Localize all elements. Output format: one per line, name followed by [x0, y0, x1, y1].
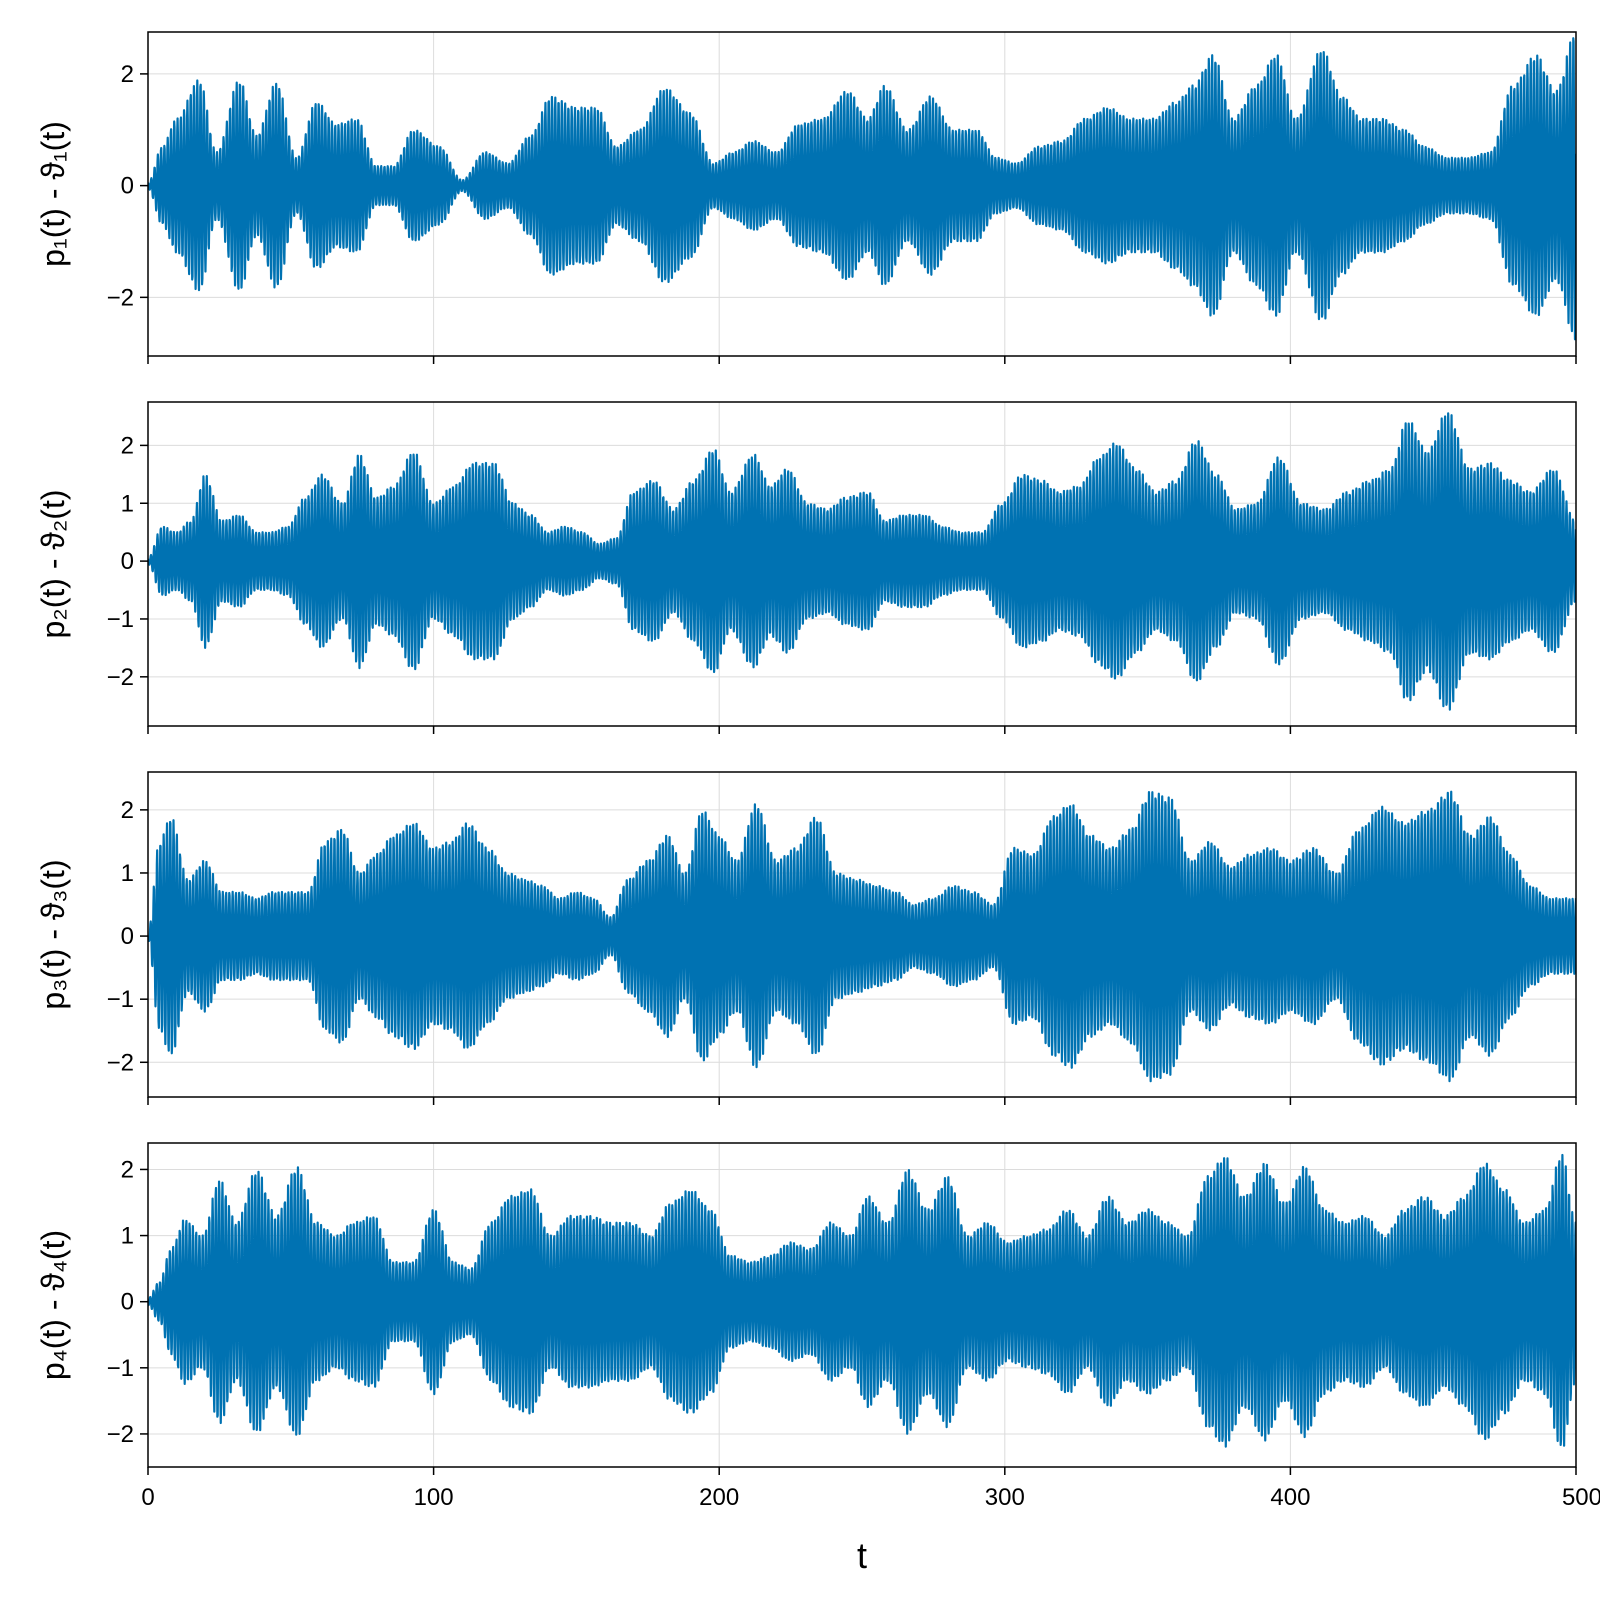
y-tick-label: 1 — [121, 860, 134, 887]
y-tick-label: −1 — [107, 986, 134, 1013]
y-tick-label: 1 — [121, 490, 134, 517]
plot-frame — [147, 771, 1577, 1098]
y-tick-label: 0 — [121, 1289, 134, 1316]
y-tick-label: −2 — [107, 284, 134, 311]
y-tick-label: −2 — [107, 664, 134, 691]
plot-frame — [147, 401, 1577, 727]
y-tick-label: 2 — [121, 61, 134, 88]
y-tick-label: 0 — [121, 923, 134, 950]
y-tick-label: −2 — [107, 1049, 134, 1076]
y-axis-label: p₄(t) - ϑ₄(t) — [35, 1230, 71, 1380]
panel-3: −2 −1 0 1 2 p₃(t) - ϑ₃(t) — [35, 771, 1577, 1105]
y-axis-label: p₁(t) - ϑ₁(t) — [35, 121, 71, 267]
plot-frame — [147, 31, 1577, 357]
y-tick-label: −2 — [107, 1421, 134, 1448]
x-tick-label: 0 — [141, 1484, 154, 1511]
panel-4: −2 −1 0 1 2 p₄(t) - ϑ₄(t) — [35, 1142, 1577, 1475]
x-tick-label: 200 — [699, 1484, 739, 1511]
y-axis-label: p₂(t) - ϑ₂(t) — [35, 490, 71, 639]
y-tick-label: 0 — [121, 548, 134, 575]
y-tick-label: 0 — [121, 173, 134, 200]
y-tick-label: −1 — [107, 606, 134, 633]
plot-frame — [147, 1142, 1577, 1468]
y-tick-label: 1 — [121, 1223, 134, 1250]
y-tick-label: −1 — [107, 1355, 134, 1382]
x-tick-label: 500 — [1562, 1484, 1600, 1511]
series-line-4 — [148, 1153, 1576, 1448]
panel-1: −2 0 2 p₁(t) - ϑ₁(t) — [35, 31, 1577, 364]
x-tick-label: 300 — [985, 1484, 1025, 1511]
series-line-1 — [148, 37, 1576, 341]
x-tick-label: 400 — [1270, 1484, 1310, 1511]
x-axis-label: t — [857, 1535, 867, 1576]
panel-2: −2 −1 0 1 2 p₂(t) - ϑ₂(t) — [35, 401, 1577, 734]
series-line-2 — [148, 412, 1576, 711]
y-axis-label: p₃(t) - ϑ₃(t) — [35, 859, 71, 1009]
y-tick-label: 2 — [121, 432, 134, 459]
series-line-3 — [148, 790, 1576, 1083]
y-tick-label: 2 — [121, 797, 134, 824]
y-tick-label: 2 — [121, 1156, 134, 1183]
x-tick-label: 100 — [414, 1484, 454, 1511]
